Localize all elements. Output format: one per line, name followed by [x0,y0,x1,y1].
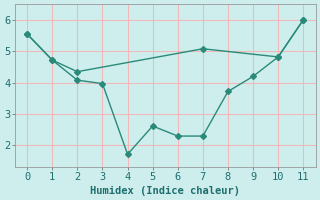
X-axis label: Humidex (Indice chaleur): Humidex (Indice chaleur) [90,186,240,196]
